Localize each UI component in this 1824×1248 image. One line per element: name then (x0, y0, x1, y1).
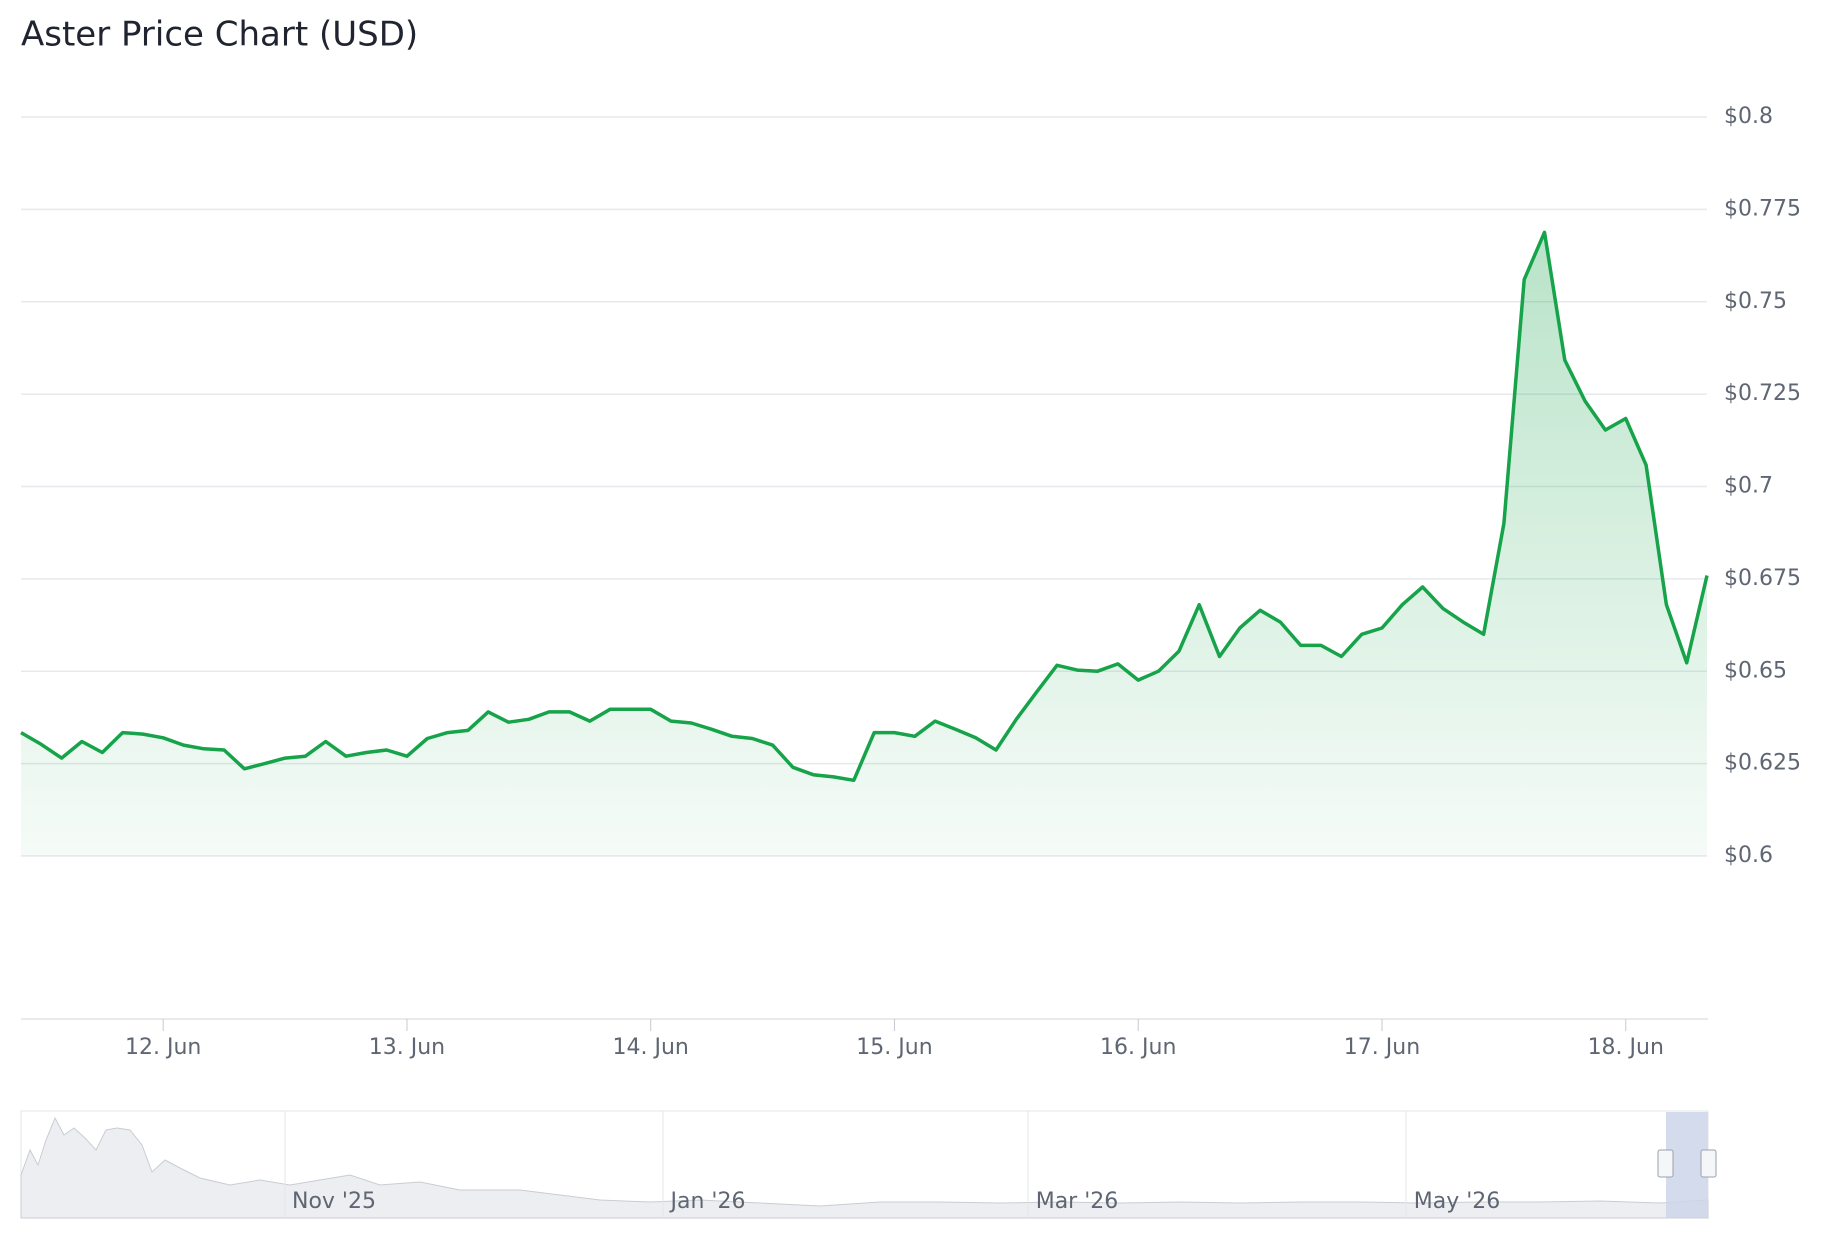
y-tick-label: $0.625 (1724, 751, 1801, 776)
y-tick-label: $0.65 (1724, 658, 1787, 683)
navigator-label: Jan '26 (669, 1189, 746, 1214)
y-tick-label: $0.675 (1724, 566, 1801, 591)
navigator-series (20, 1116, 1709, 1219)
navigator-label: Mar '26 (1036, 1189, 1119, 1214)
x-tick-label: 12. Jun (125, 1035, 201, 1060)
x-tick-label: 16. Jun (1100, 1035, 1176, 1060)
y-tick-label: $0.725 (1724, 381, 1801, 406)
navigator-handle[interactable] (1657, 1149, 1674, 1178)
x-tick-label: 13. Jun (369, 1035, 445, 1060)
navigator-label: Nov '25 (292, 1189, 376, 1214)
navigator: Nov '25 Jan '26 Mar '26 May '26 (20, 1110, 1717, 1219)
y-tick-label: $0.775 (1724, 196, 1801, 221)
x-tick-label: 18. Jun (1588, 1035, 1664, 1060)
navigator-handle[interactable] (1700, 1149, 1717, 1178)
x-tick-label: 15. Jun (856, 1035, 932, 1060)
price-line (20, 230, 1709, 783)
y-tick-label: $0.6 (1724, 843, 1773, 868)
x-tick-label: 14. Jun (613, 1035, 689, 1060)
area (21, 232, 1707, 857)
navigator-label: May '26 (1414, 1189, 1501, 1214)
y-tick-label: $0.7 (1724, 474, 1773, 499)
x-tick-label: 17. Jun (1344, 1035, 1420, 1060)
y-tick-label: $0.8 (1724, 104, 1773, 129)
y-tick-label: $0.75 (1724, 289, 1787, 314)
chart-title: Aster Price Chart (USD) (21, 15, 418, 55)
